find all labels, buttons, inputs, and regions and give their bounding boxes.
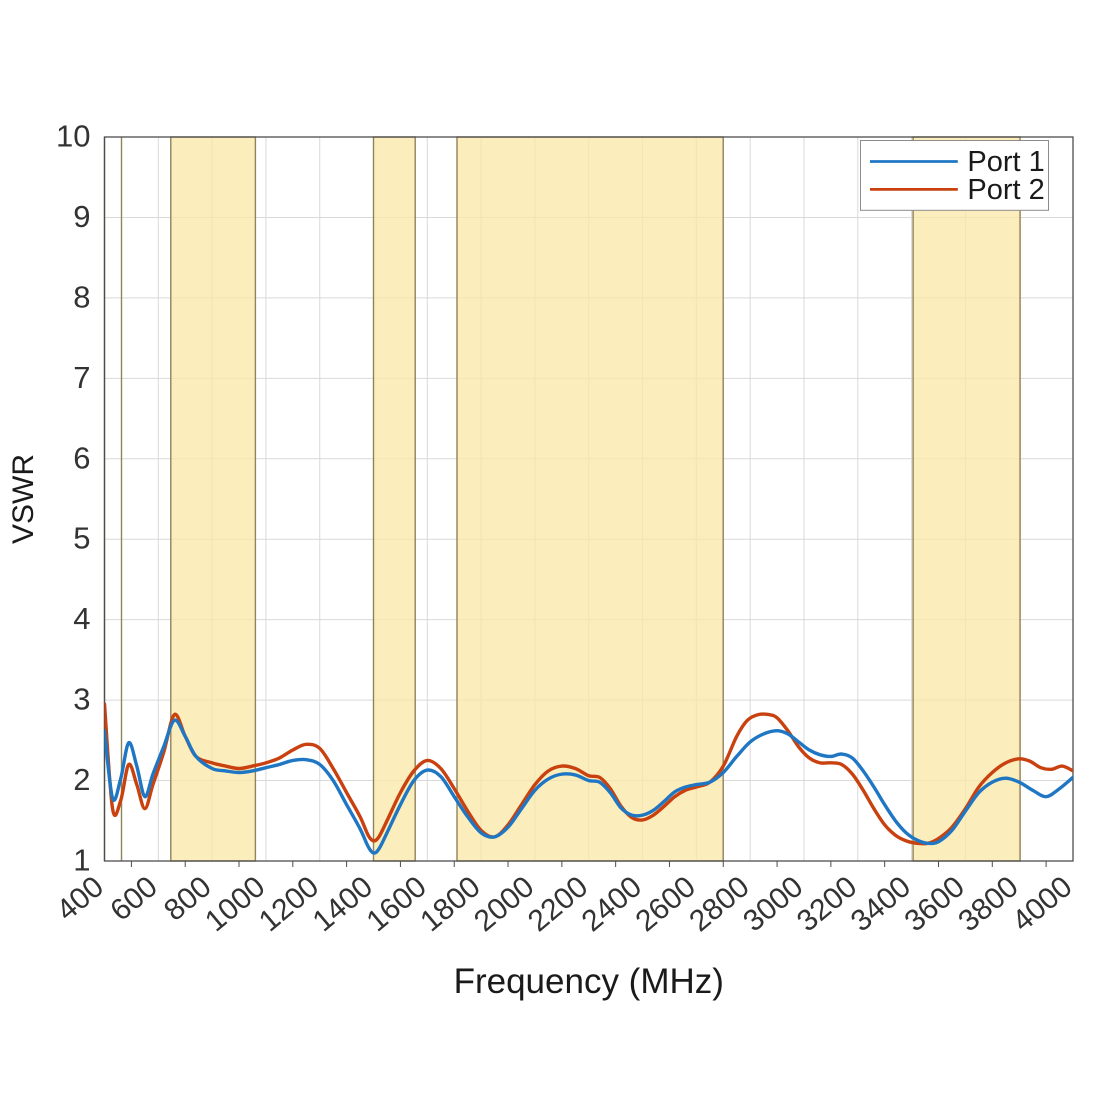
svg-text:3: 3 <box>73 682 90 717</box>
svg-text:4: 4 <box>73 601 90 636</box>
svg-text:Frequency (MHz): Frequency (MHz) <box>454 962 724 1001</box>
svg-text:2: 2 <box>73 762 90 797</box>
svg-text:9: 9 <box>73 199 90 234</box>
svg-text:VSWR: VSWR <box>7 454 40 544</box>
svg-text:10: 10 <box>56 119 90 154</box>
svg-text:Port 2: Port 2 <box>967 174 1044 206</box>
svg-text:7: 7 <box>73 360 90 395</box>
svg-text:6: 6 <box>73 440 90 475</box>
svg-text:8: 8 <box>73 279 90 314</box>
svg-text:5: 5 <box>73 521 90 556</box>
